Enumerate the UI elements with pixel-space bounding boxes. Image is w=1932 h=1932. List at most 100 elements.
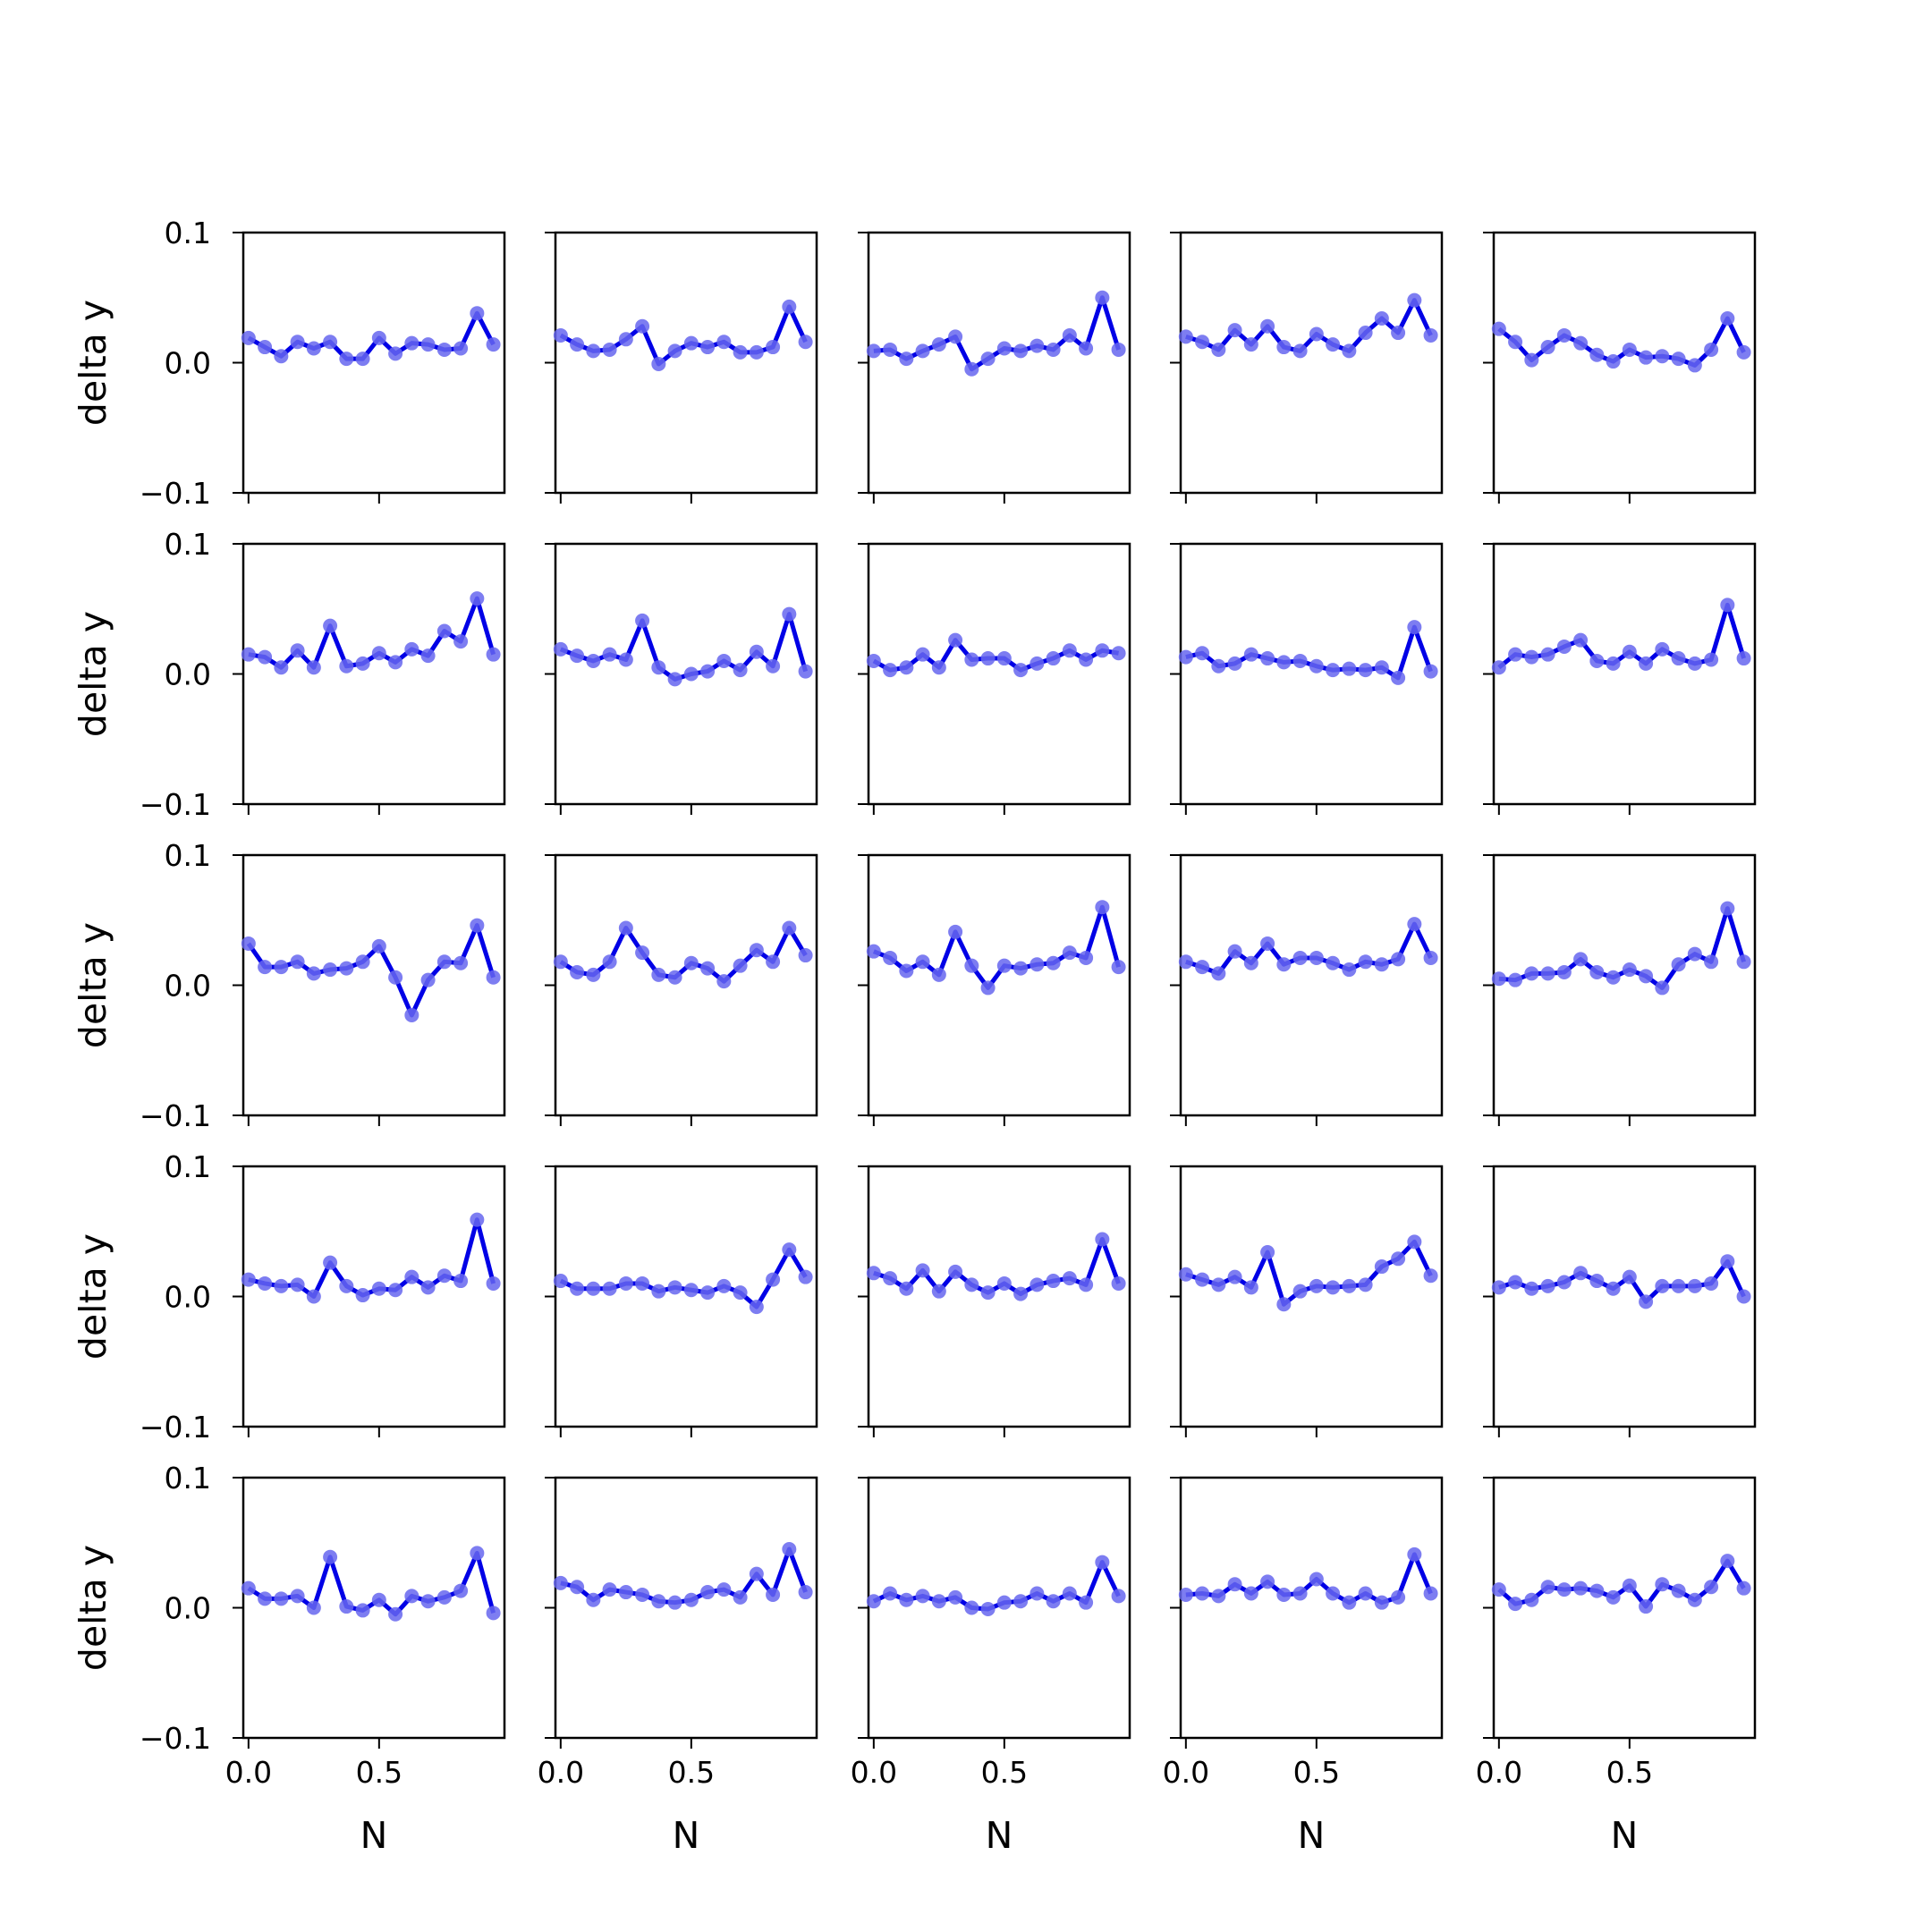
y-tick-label: −0.1 (140, 476, 211, 511)
data-point (1111, 1589, 1126, 1604)
data-point (1589, 964, 1605, 979)
data-point (782, 299, 797, 314)
data-point (899, 1281, 914, 1296)
series-line (872, 904, 1122, 990)
data-point (453, 341, 469, 356)
data-point (1540, 1580, 1555, 1595)
data-point (404, 1269, 419, 1284)
data-point (1342, 661, 1357, 676)
data-point (948, 1589, 963, 1605)
data-point (716, 1582, 732, 1597)
series-line (247, 1550, 496, 1617)
data-point (1655, 349, 1670, 364)
data-point (1292, 950, 1308, 965)
subplot-r3-c4 (1170, 853, 1444, 1126)
x-axis-label: N (1611, 1814, 1639, 1857)
data-point (1062, 1586, 1077, 1601)
data-point (1736, 1289, 1751, 1304)
subplot-r3-c5 (1483, 853, 1757, 1126)
data-point (586, 1281, 601, 1296)
data-point (602, 342, 617, 357)
data-point (1260, 1245, 1275, 1260)
data-point (700, 664, 716, 679)
data-point (1508, 647, 1523, 662)
series-line (1498, 906, 1746, 990)
series-line (248, 596, 496, 670)
data-point (1030, 656, 1045, 671)
data-point (1095, 1232, 1110, 1247)
data-point (1374, 660, 1389, 675)
data-point (1358, 663, 1373, 678)
data-point (733, 958, 748, 973)
data-point (1358, 954, 1373, 970)
data-point (1687, 1278, 1702, 1293)
series-line (246, 923, 496, 1018)
data-point (899, 1592, 914, 1607)
data-point (1046, 651, 1061, 666)
series-line (559, 304, 808, 367)
data-point (1524, 1592, 1539, 1607)
data-point (1276, 1297, 1292, 1312)
data-point (1704, 954, 1719, 970)
y-tick-label: 0.1 (165, 1149, 211, 1184)
data-point (470, 1546, 485, 1561)
data-point (716, 335, 732, 350)
data-point (980, 651, 996, 666)
data-point (1013, 343, 1029, 359)
subplot-r1-c1: 0.1 0.0 −0.1 delta y (72, 216, 506, 511)
data-point (306, 660, 321, 675)
data-point (1540, 966, 1555, 981)
data-point (241, 1580, 256, 1596)
data-point (323, 1549, 338, 1564)
data-point (1606, 656, 1621, 671)
data-point (651, 356, 666, 371)
data-point (274, 349, 289, 364)
data-point (1524, 1281, 1539, 1296)
data-point (866, 1594, 881, 1609)
data-point (1227, 1269, 1242, 1284)
data-point (1391, 1589, 1406, 1605)
x-tick-label: 0.5 (981, 1755, 1028, 1790)
data-point (1423, 664, 1438, 679)
data-point (1639, 969, 1654, 984)
y-tick-label: −0.1 (140, 1721, 211, 1756)
data-point (964, 652, 979, 667)
data-point (866, 343, 881, 359)
data-point (323, 335, 338, 350)
data-point (355, 954, 370, 970)
data-point (996, 1595, 1012, 1610)
data-point (1687, 656, 1702, 671)
data-point (1391, 1251, 1406, 1267)
series-line (1185, 298, 1433, 353)
data-point (651, 967, 666, 982)
data-point (618, 652, 633, 667)
series-line (872, 638, 1119, 673)
series-line (1497, 316, 1746, 368)
data-point (1211, 1589, 1226, 1604)
data-point (915, 1589, 930, 1604)
data-point (948, 329, 963, 344)
data-point (948, 632, 963, 648)
axes-frame (1492, 853, 1757, 1117)
data-point (1030, 1586, 1045, 1601)
axes-frame (1179, 1165, 1444, 1428)
data-point (915, 1263, 930, 1278)
data-point (700, 1585, 716, 1600)
data-point (339, 1278, 354, 1293)
y-tick-label: 0.0 (165, 1591, 211, 1626)
subplot-r1-c2 (545, 231, 818, 504)
data-point (716, 974, 732, 989)
data-point (1195, 335, 1210, 350)
data-point (388, 1283, 403, 1298)
data-point (1095, 643, 1110, 658)
data-point (570, 648, 585, 664)
data-point (371, 938, 386, 953)
data-point (1671, 1583, 1686, 1598)
data-point (1195, 1586, 1210, 1601)
data-point (1671, 651, 1686, 666)
subplot-r4-c1: 0.1 0.0 −0.1 delta y (72, 1149, 506, 1445)
data-point (306, 341, 321, 356)
data-point (1556, 1275, 1572, 1290)
data-point (570, 1281, 585, 1296)
data-point (486, 1606, 501, 1621)
